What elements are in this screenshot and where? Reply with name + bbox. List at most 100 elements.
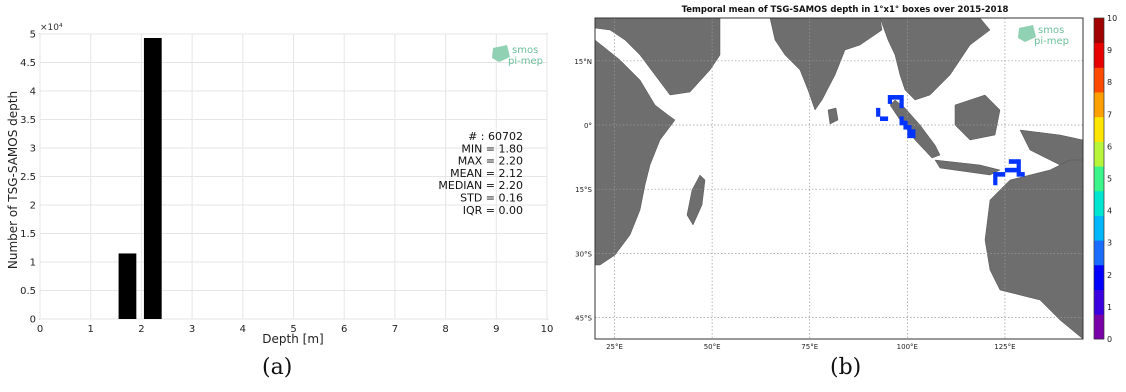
land-seasia <box>879 17 991 101</box>
hist-y-tick-label: 4 <box>30 87 36 98</box>
hist-stat-line: MEDIAN = 2.20 <box>438 179 523 192</box>
hist-stat-line: IQR = 0.00 <box>463 204 523 217</box>
map-data-cell <box>1008 167 1014 173</box>
smos-logo: smos pi-mep <box>492 45 543 67</box>
map-data-cell <box>891 95 896 100</box>
map-data-cells <box>876 95 1025 186</box>
land-australia <box>984 159 1084 340</box>
colorbar-segment <box>1094 166 1104 192</box>
colorbar-segment <box>1094 141 1104 167</box>
colorbar-segment <box>1094 18 1104 44</box>
hist-y-label: Number of TSG-SAMOS depth <box>6 91 20 269</box>
land-arabia <box>594 17 721 96</box>
hist-y-tick-label: 0 <box>30 315 36 326</box>
hist-x-tick-label: 4 <box>240 324 246 335</box>
colorbar-tick-label: 10 <box>1107 14 1117 23</box>
caption-b: (b) <box>830 355 862 380</box>
hist-x-tick-label: 2 <box>138 324 144 335</box>
map-data-cell <box>883 116 889 122</box>
smos-logo-text-2: pi-mep <box>508 56 543 67</box>
map-data-cell <box>1012 159 1017 164</box>
hist-y-tick-label: 5 <box>30 30 36 41</box>
map-lon-label: 25°E <box>606 343 623 350</box>
hist-stat-line: STD = 0.16 <box>460 192 523 205</box>
colorbar-segment <box>1094 67 1104 93</box>
map-data-cell <box>899 116 904 122</box>
map-lon-label: 75°E <box>801 343 818 350</box>
hist-y-tick-label: 1 <box>30 258 36 269</box>
hist-stat-line: MAX = 2.20 <box>458 155 523 168</box>
hist-x-tick-label: 8 <box>442 324 448 335</box>
map-data-cell <box>911 133 916 139</box>
colorbar-tick-label: 0 <box>1107 335 1112 344</box>
map-lon-label: 100°E <box>897 343 918 350</box>
map-data-cell <box>997 172 1002 177</box>
land-srilanka <box>827 107 839 125</box>
smos-logo-map-icon <box>1018 25 1036 42</box>
land-madagascar <box>686 174 706 226</box>
colorbar-segment <box>1094 190 1104 216</box>
map-data-cell <box>1016 159 1021 164</box>
map-data-cell <box>879 116 885 122</box>
map-x-ticks: 25°E 50°E 75°E 100°E 125°E <box>606 343 1015 350</box>
land-africa <box>594 39 676 266</box>
map-data-cell <box>907 133 912 139</box>
land-borneo <box>954 94 1001 141</box>
map-data-cell <box>1016 172 1021 177</box>
map-data-cell <box>1012 167 1017 173</box>
land-sumatra <box>889 99 941 159</box>
hist-y-tick-label: 2 <box>30 201 36 212</box>
colorbar-tick-label: 4 <box>1107 207 1112 216</box>
map-lat-label: 15°S <box>575 186 592 194</box>
map-data-cell <box>903 125 908 130</box>
colorbar-tick-label: 8 <box>1107 78 1112 87</box>
map-data-cell <box>899 120 904 126</box>
hist-y-tick-label: 3.5 <box>20 115 36 126</box>
map-lat-label: 45°S <box>575 315 592 323</box>
hist-y-exponent: ×10⁴ <box>40 23 63 33</box>
map-data-cell <box>903 120 908 126</box>
map-data-cell <box>993 172 998 177</box>
land-india <box>769 17 883 111</box>
smos-logo-text-1: smos <box>512 45 538 56</box>
colorbar <box>1093 17 1105 340</box>
colorbar-tick-label: 6 <box>1107 142 1112 151</box>
map-data-cell <box>1016 167 1021 173</box>
colorbar-segment <box>1094 92 1104 118</box>
smos-logo-map: smos pi-mep <box>1018 25 1069 47</box>
map-frame <box>594 17 1084 340</box>
map-lat-label: 15°N <box>574 58 592 66</box>
hist-x-tick-label: 7 <box>392 324 398 335</box>
colorbar-ticks: 0 1 2 3 4 5 6 7 8 9 10 <box>1107 14 1117 344</box>
hist-y-ticks: 0 0.5 1 1.5 2 2.5 3 3.5 4 4.5 5 <box>20 30 36 326</box>
hist-x-tick-label: 6 <box>341 324 347 335</box>
map-data-cell <box>1020 172 1025 177</box>
hist-y-tick-label: 4.5 <box>20 58 36 69</box>
map-data-cell <box>911 129 916 134</box>
hist-y-tick-label: 1.5 <box>20 229 36 240</box>
colorbar-tick-label: 5 <box>1107 175 1112 184</box>
hist-x-tick-label: 0 <box>37 324 43 335</box>
map-chart: Temporal mean of TSG-SAMOS depth in 1°x1… <box>574 5 1117 350</box>
colorbar-tick-label: 2 <box>1107 271 1112 280</box>
colorbar-segment <box>1094 42 1104 68</box>
map-lat-label: 0° <box>584 122 592 130</box>
colorbar-segment <box>1094 215 1104 241</box>
hist-y-tick-label: 0.5 <box>20 286 36 297</box>
map-data-cell <box>1004 167 1010 173</box>
map-lon-label: 50°E <box>704 343 721 350</box>
hist-y-tick-label: 3 <box>30 144 36 155</box>
map-data-cell <box>907 129 912 134</box>
map-data-cell <box>1016 163 1021 169</box>
colorbar-tick-label: 7 <box>1107 110 1112 119</box>
colorbar-tick-label: 9 <box>1107 46 1112 55</box>
colorbar-segment <box>1094 240 1104 266</box>
smos-logo-map-text-2: pi-mep <box>1034 36 1069 47</box>
colorbar-segment <box>1094 314 1104 340</box>
map-lat-label: 30°S <box>575 250 592 258</box>
histogram-chart: 0 1 2 3 4 5 6 7 8 9 10 00.511.522.533.544.55 ×10⁴ … <box>6 23 553 346</box>
map-data-cell <box>887 99 893 104</box>
hist-bar <box>118 253 137 319</box>
colorbar-frame <box>1093 17 1105 340</box>
